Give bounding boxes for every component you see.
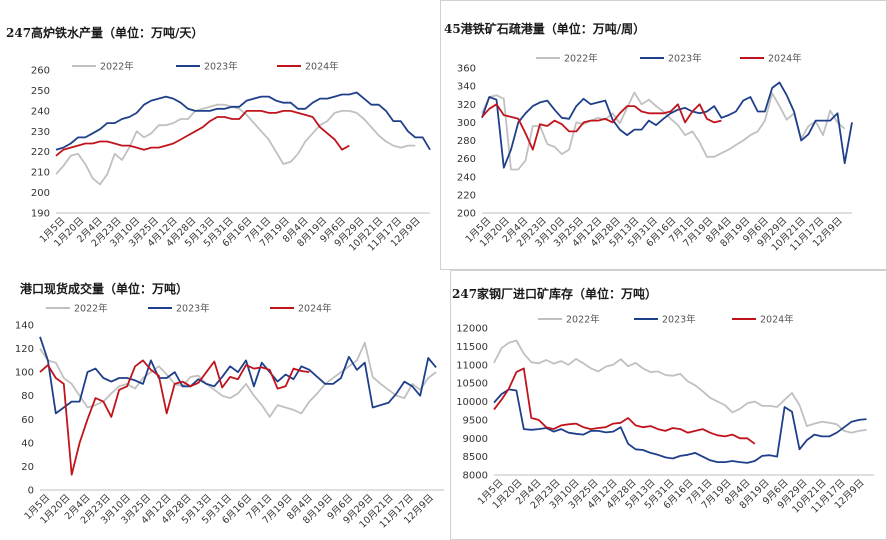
legend-label: 2022年: [564, 53, 598, 65]
chart-panel-port-clearance: 45港铁矿石疏港量（单位：万吨/周） 200 220 240 260 280 300 320…: [440, 0, 887, 270]
y-tick-label: 200: [31, 188, 50, 199]
y-tick-label: 280: [457, 136, 476, 147]
y-tick-label: 8000: [463, 471, 488, 482]
legend-label: 2022年: [566, 314, 600, 326]
y-tick-label: 12000: [456, 324, 488, 335]
y-tick-label: 300: [457, 118, 476, 129]
legend-label: 2024年: [305, 61, 339, 73]
chart-panel-spot-trade: 港口现货成交量（单位：万吨） 0 20 40 60 80 100 120 140 1月5日 1月2…: [0, 270, 450, 540]
legend-label: 2023年: [668, 53, 702, 65]
y-tick-label: 120: [15, 344, 34, 355]
legend-label: 2024年: [760, 314, 794, 326]
y-tick-label: 220: [31, 147, 50, 158]
y-tick-label: 100: [15, 368, 34, 379]
chart-panel-hot-metal: 247高炉铁水产量（单位：万吨/天） 190 200 210 220 230 240 250…: [0, 0, 440, 270]
y-tick-label: 230: [31, 127, 50, 138]
series-line-2024年: [55, 110, 350, 157]
y-tick-label: 210: [31, 168, 50, 179]
legend-label: 2024年: [298, 303, 332, 315]
legend-label: 2023年: [176, 303, 210, 315]
y-tick-label: 11500: [456, 342, 488, 353]
y-tick-label: 40: [21, 438, 34, 449]
y-tick-label: 9000: [463, 434, 488, 445]
y-tick-label: 190: [31, 209, 50, 220]
y-tick-label: 10000: [456, 397, 488, 408]
series-line-2024年: [39, 359, 310, 476]
series-line-2024年: [493, 367, 756, 445]
legend-label: 2024年: [768, 53, 802, 65]
y-tick-label: 220: [457, 190, 476, 201]
series-line-2023年: [481, 81, 853, 169]
legend-label: 2023年: [662, 314, 696, 326]
y-tick-label: 8500: [463, 452, 488, 463]
y-tick-label: 80: [21, 391, 34, 402]
y-tick-label: 260: [31, 66, 50, 77]
mill-inventory-chart: 8000 8500 9000 9500 10000 10500 11000 11500 1200…: [450, 270, 887, 540]
series-line-2023年: [493, 388, 867, 464]
spot-trade-chart: 0204060801001201401月5日1月20日2月4日2月23日3月10…: [15, 303, 444, 531]
chart-title: 45港铁矿石疏港量（单位：万吨/周）: [444, 22, 646, 36]
y-tick-label: 250: [31, 86, 50, 97]
hot-metal-chart: 1902002102202302402502601月5日1月20日2月4日2月2…: [31, 61, 431, 254]
series-line-2023年: [39, 336, 437, 415]
chart-title: 247家钢厂进口矿库存（单位：万吨）: [452, 287, 658, 301]
series-line-2024年: [481, 103, 722, 151]
y-tick-label: 240: [31, 106, 50, 117]
series-line-2023年: [55, 91, 431, 151]
series-line-2022年: [481, 91, 846, 171]
port-clearance-chart: 2002202402602803003203403601月5日1月20日2月4日…: [440, 0, 887, 270]
chart-panel-mill-inventory: 247家钢厂进口矿库存（单位：万吨） 8000 8500 9000 9500 10000…: [450, 270, 887, 540]
series-line-2022年: [493, 339, 867, 434]
y-tick-label: 9500: [463, 415, 488, 426]
y-tick-label: 360: [457, 64, 476, 75]
y-tick-label: 20: [21, 462, 34, 473]
chart-title: 247高炉铁水产量（单位：万吨/天）: [6, 26, 204, 40]
y-tick-label: 0: [28, 486, 34, 497]
y-tick-label: 140: [15, 321, 34, 332]
y-tick-label: 260: [457, 154, 476, 165]
y-tick-label: 11000: [456, 360, 488, 371]
series-line-2022年: [55, 103, 416, 186]
y-tick-label: 200: [457, 209, 476, 220]
legend-label: 2022年: [100, 61, 134, 73]
series-line-2022年: [39, 341, 437, 418]
y-tick-label: 340: [457, 82, 476, 93]
y-tick-label: 240: [457, 172, 476, 183]
y-tick-label: 320: [457, 100, 476, 111]
legend-label: 2022年: [74, 303, 108, 315]
chart-title: 港口现货成交量（单位：万吨）: [20, 282, 189, 296]
legend-label: 2023年: [204, 61, 238, 73]
y-tick-label: 10500: [456, 379, 488, 390]
y-tick-label: 60: [21, 415, 34, 426]
